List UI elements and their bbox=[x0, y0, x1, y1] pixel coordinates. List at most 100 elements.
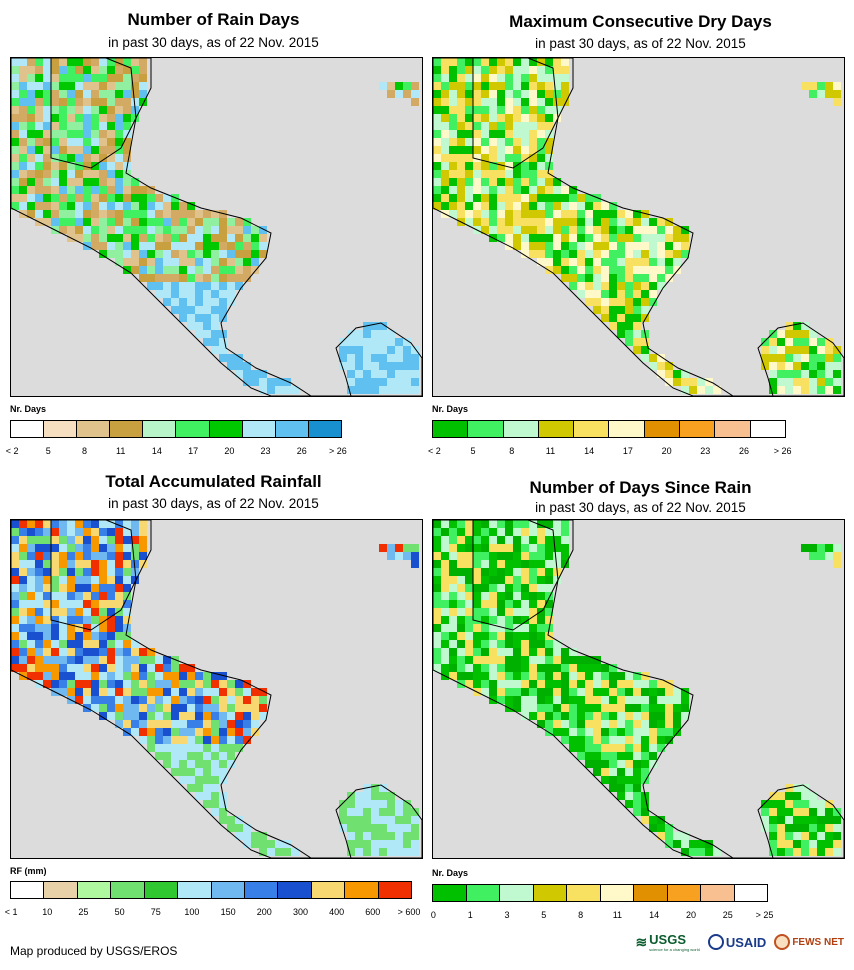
legend-swatch bbox=[609, 421, 645, 437]
legend-tick-label: 23 bbox=[260, 446, 271, 456]
legend-tick-label: 5 bbox=[541, 910, 547, 920]
rain-days-panel: Number of Rain Days in past 30 days, as … bbox=[0, 0, 427, 470]
legend-swatch bbox=[468, 421, 504, 437]
fewsnet-label: FEWS NET bbox=[792, 936, 844, 948]
legend-title: Nr. Days bbox=[432, 404, 469, 414]
legend-swatch bbox=[701, 885, 735, 901]
legend-color-bar bbox=[10, 881, 412, 899]
legend-swatch bbox=[466, 885, 500, 901]
legend-swatch bbox=[533, 885, 567, 901]
legend-tick-label: 1 bbox=[467, 910, 473, 920]
legend-tick-label: 20 bbox=[685, 910, 696, 920]
usgs-logo: ≋ USGS science for a changing world bbox=[635, 932, 699, 952]
legend-ticks: 0 1 3 5 8 11 14 20 25 > 25 bbox=[415, 910, 783, 920]
legend-tick-label: 11 bbox=[612, 910, 623, 920]
legend-tick-label: 14 bbox=[151, 446, 162, 456]
legend-color-bar bbox=[10, 420, 342, 438]
agency-logos: ≋ USGS science for a changing world USAI… bbox=[635, 932, 844, 952]
legend-tick-label: < 1 bbox=[4, 907, 18, 917]
legend-swatch bbox=[143, 421, 177, 437]
legend-tick-label: 26 bbox=[296, 446, 307, 456]
fewsnet-globe-icon bbox=[774, 934, 791, 950]
legend-ticks: < 1 10 25 50 75 100 150 200 300 400 600 > 600 bbox=[0, 907, 427, 917]
rain-days-map bbox=[10, 57, 423, 397]
legend-tick-label: < 2 bbox=[5, 446, 19, 456]
days-since-rain-map bbox=[432, 519, 845, 859]
usaid-label: USAID bbox=[725, 934, 767, 950]
legend-swatch bbox=[77, 421, 111, 437]
dry-days-map bbox=[432, 57, 845, 397]
legend-swatch bbox=[211, 882, 245, 898]
legend-swatch bbox=[244, 882, 279, 898]
legend-swatch bbox=[500, 885, 534, 901]
legend-swatch bbox=[680, 421, 716, 437]
legend-title: Nr. Days bbox=[432, 868, 469, 878]
country-borders bbox=[11, 520, 422, 858]
legend-tick-label: 200 bbox=[256, 907, 272, 917]
legend-swatch bbox=[77, 882, 112, 898]
legend-swatch bbox=[278, 882, 312, 898]
legend-tick-label: 14 bbox=[584, 446, 595, 456]
legend-swatch bbox=[275, 421, 309, 437]
legend-tick-label: > 26 bbox=[329, 446, 347, 456]
legend-swatch bbox=[144, 882, 179, 898]
legend-tick-label: 25 bbox=[722, 910, 733, 920]
legend-swatch bbox=[176, 421, 210, 437]
legend-tick-label: 3 bbox=[504, 910, 510, 920]
legend-swatch bbox=[308, 421, 341, 437]
legend-tick-label: > 26 bbox=[773, 446, 792, 456]
legend-swatch bbox=[345, 882, 379, 898]
panel-subtitle: in past 30 days, as of 22 Nov. 2015 bbox=[108, 35, 319, 50]
legend-swatch bbox=[111, 882, 145, 898]
usgs-tagline: science for a changing world bbox=[649, 947, 700, 952]
legend-tick-label: 20 bbox=[661, 446, 672, 456]
legend-swatch bbox=[574, 421, 610, 437]
legend-color-bar bbox=[432, 420, 786, 438]
panel-title: Number of Days Since Rain bbox=[529, 478, 752, 497]
legend-swatch bbox=[44, 882, 78, 898]
legend-swatch bbox=[567, 885, 601, 901]
legend-tick-label: 8 bbox=[578, 910, 584, 920]
legend-color-bar bbox=[432, 884, 768, 902]
country-borders bbox=[472, 520, 574, 631]
legend-tick-label: 5 bbox=[45, 446, 51, 456]
panel-subtitle: in past 30 days, as of 22 Nov. 2015 bbox=[535, 500, 746, 515]
legend-tick-label: 150 bbox=[220, 907, 236, 917]
legend-tick-label: 11 bbox=[545, 446, 556, 456]
legend-swatch bbox=[433, 885, 467, 901]
usgs-label: USGS bbox=[649, 932, 687, 947]
country-borders bbox=[50, 520, 152, 631]
legend-swatch bbox=[644, 421, 681, 437]
usaid-seal-icon bbox=[707, 934, 724, 950]
legend-tick-label: > 25 bbox=[755, 910, 774, 920]
dry-days-panel: Maximum Consecutive Dry Days in past 30 … bbox=[427, 0, 854, 470]
legend-swatch bbox=[734, 885, 767, 901]
legend-swatch bbox=[44, 421, 78, 437]
country-borders bbox=[433, 520, 844, 858]
legend-tick-label: 23 bbox=[700, 446, 711, 456]
legend-tick-label: 20 bbox=[224, 446, 235, 456]
legend-tick-label: > 600 bbox=[397, 907, 421, 917]
legend-swatch bbox=[634, 885, 668, 901]
legend-swatch bbox=[667, 885, 701, 901]
legend-swatch bbox=[538, 421, 575, 437]
legend-swatch bbox=[503, 421, 539, 437]
usaid-logo: USAID bbox=[707, 934, 767, 950]
usgs-wave-icon: ≋ bbox=[635, 933, 648, 950]
days-since-rain-panel: Number of Days Since Rain in past 30 day… bbox=[427, 470, 854, 930]
legend-swatch bbox=[110, 421, 144, 437]
legend-tick-label: 50 bbox=[114, 907, 125, 917]
legend-tick-label: 25 bbox=[78, 907, 89, 917]
country-borders bbox=[433, 58, 844, 396]
legend-swatch bbox=[178, 882, 212, 898]
map-credit: Map produced by USGS/EROS bbox=[10, 944, 178, 958]
legend-tick-label: 14 bbox=[649, 910, 660, 920]
legend-tick-label: 100 bbox=[184, 907, 200, 917]
country-borders bbox=[50, 58, 152, 169]
legend-title: RF (mm) bbox=[10, 866, 47, 876]
legend-swatch bbox=[715, 421, 751, 437]
panel-subtitle: in past 30 days, as of 22 Nov. 2015 bbox=[108, 496, 319, 511]
legend-ticks: < 2 5 8 11 14 17 20 23 26 > 26 bbox=[415, 446, 802, 456]
legend-swatch bbox=[600, 885, 634, 901]
legend-tick-label: 600 bbox=[365, 907, 381, 917]
